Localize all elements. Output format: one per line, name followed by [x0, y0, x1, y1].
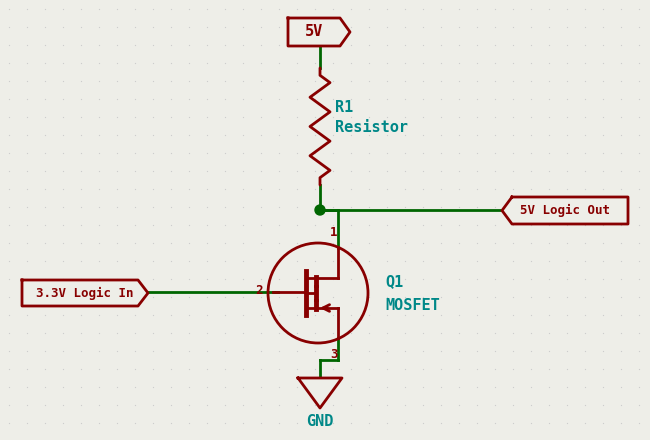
Text: 3: 3 — [330, 348, 337, 362]
Text: 5V Logic Out: 5V Logic Out — [520, 204, 610, 217]
Polygon shape — [502, 197, 628, 224]
Text: 1: 1 — [330, 225, 337, 238]
Text: 5V: 5V — [305, 25, 323, 40]
Text: 2: 2 — [255, 283, 263, 297]
Text: MOSFET: MOSFET — [385, 297, 440, 312]
Text: Resistor: Resistor — [335, 121, 408, 136]
Text: R1: R1 — [335, 100, 353, 115]
Circle shape — [315, 205, 325, 215]
Polygon shape — [22, 280, 148, 306]
Text: GND: GND — [306, 414, 333, 429]
Polygon shape — [298, 378, 342, 408]
Text: 3.3V Logic In: 3.3V Logic In — [36, 286, 134, 300]
Polygon shape — [288, 18, 350, 46]
Text: Q1: Q1 — [385, 275, 403, 290]
